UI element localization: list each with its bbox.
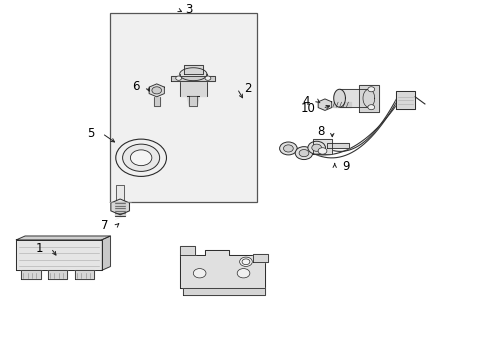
Circle shape [367,105,374,110]
Polygon shape [115,212,125,213]
Polygon shape [111,199,129,215]
Text: 2: 2 [244,82,251,95]
Circle shape [204,76,210,80]
Text: 1: 1 [36,242,43,255]
Polygon shape [179,74,206,96]
Text: 9: 9 [341,160,349,173]
Polygon shape [395,91,414,109]
Polygon shape [115,204,125,206]
Text: 10: 10 [300,102,315,115]
Polygon shape [21,270,41,279]
Polygon shape [333,89,345,107]
Polygon shape [312,139,331,154]
Circle shape [116,139,166,176]
Polygon shape [180,250,265,288]
Polygon shape [48,270,67,279]
Polygon shape [318,99,331,111]
Polygon shape [115,214,125,216]
Circle shape [299,149,308,157]
Polygon shape [187,96,199,107]
Polygon shape [171,76,215,81]
Polygon shape [339,89,368,107]
Polygon shape [332,102,350,107]
Circle shape [367,87,374,92]
Circle shape [122,144,159,171]
Polygon shape [362,89,374,107]
Polygon shape [102,236,110,270]
Polygon shape [75,270,94,279]
Circle shape [242,259,249,265]
Polygon shape [115,209,125,211]
Circle shape [130,150,152,166]
Polygon shape [358,85,378,112]
Text: 7: 7 [101,219,109,233]
Text: 8: 8 [317,125,325,138]
Polygon shape [115,207,125,208]
Text: 3: 3 [184,3,192,16]
Circle shape [237,269,249,278]
Circle shape [295,147,312,159]
Bar [110,13,256,202]
Polygon shape [180,246,194,255]
Polygon shape [327,143,348,148]
Circle shape [311,144,321,151]
Circle shape [193,269,205,278]
Circle shape [152,87,161,94]
Circle shape [318,148,326,154]
Circle shape [279,142,297,155]
Polygon shape [154,97,159,106]
Circle shape [307,141,325,154]
Polygon shape [182,288,265,296]
Text: 5: 5 [87,127,95,140]
Polygon shape [253,253,267,262]
Polygon shape [16,236,110,240]
Polygon shape [149,84,164,97]
Circle shape [239,257,252,266]
Circle shape [283,145,293,152]
Text: 4: 4 [302,95,310,108]
Polygon shape [116,185,124,200]
Polygon shape [179,68,206,81]
Polygon shape [115,202,125,203]
Polygon shape [183,65,203,74]
Polygon shape [16,240,102,270]
Text: 6: 6 [132,80,140,93]
Circle shape [175,76,181,80]
